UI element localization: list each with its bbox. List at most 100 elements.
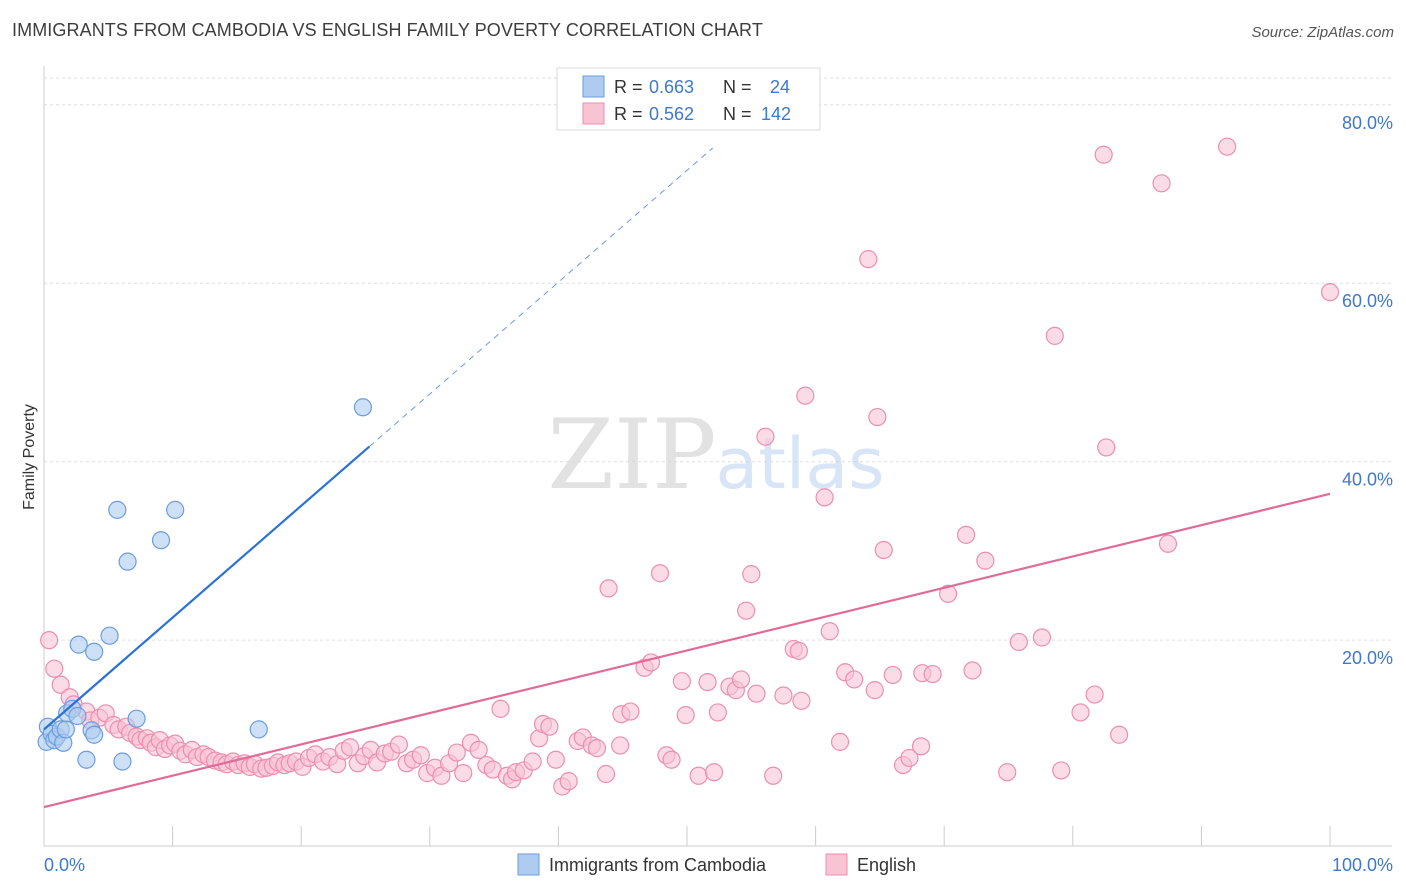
english-point <box>540 717 559 736</box>
english-point <box>704 763 724 782</box>
stats-legend: R = 0.663 N = 24 R = 0.562 N = 142 <box>556 67 821 131</box>
english-point <box>389 735 409 754</box>
english-point <box>874 540 893 560</box>
stats-r-value-cambodia: 0.663 <box>649 77 694 97</box>
english-point <box>1109 725 1129 744</box>
english-point <box>1218 137 1237 156</box>
english-point <box>859 250 878 269</box>
watermark: ZIP atlas <box>547 399 884 511</box>
tick-labels: 20.0% 40.0% 60.0% 80.0% 0.0% 100.0% <box>44 113 1393 875</box>
watermark-zip: ZIP <box>547 399 716 511</box>
english-point <box>708 703 727 722</box>
cambodia-point <box>69 635 88 654</box>
trend-lines <box>43 147 1331 809</box>
english-point <box>1071 703 1090 722</box>
x-tick-label: 0.0% <box>44 855 85 875</box>
chart-title: IMMIGRANTS FROM CAMBODIA VS ENGLISH FAMI… <box>12 20 763 40</box>
stats-r-label: R = <box>614 77 643 97</box>
cambodia-point <box>118 552 137 571</box>
watermark-atlas: atlas <box>715 423 884 505</box>
english-point <box>469 740 488 760</box>
stats-n-value-english: 142 <box>761 104 791 124</box>
english-point <box>676 706 695 725</box>
y-axis-label: Family Poverty <box>21 404 38 510</box>
english-point <box>40 631 59 650</box>
cambodia-point <box>249 720 268 739</box>
english-point <box>742 565 761 584</box>
english-point <box>1097 438 1116 457</box>
y-tick-label: 60.0% <box>1342 291 1393 311</box>
english-point <box>1320 283 1340 302</box>
english-point <box>747 684 766 703</box>
english-point <box>650 564 670 583</box>
english-point <box>587 739 607 758</box>
y-tick-label: 80.0% <box>1342 113 1393 133</box>
english-point <box>689 766 708 785</box>
english-point <box>845 670 864 689</box>
english-point <box>1052 761 1071 780</box>
english-point <box>865 681 884 700</box>
english-point <box>523 752 542 771</box>
english-point <box>662 750 681 769</box>
legend-swatch-english <box>825 853 848 876</box>
english-point <box>1152 174 1171 193</box>
source-label: Source: ZipAtlas.com <box>1251 24 1394 41</box>
y-tick-label: 40.0% <box>1342 470 1393 490</box>
bottom-legend: Immigrants from Cambodia English <box>517 853 916 876</box>
stats-r-label: R = <box>614 104 643 124</box>
legend-label-cambodia: Immigrants from Cambodia <box>549 855 767 875</box>
cambodia-point <box>68 706 87 726</box>
stats-n-label: N = <box>723 77 752 97</box>
legend-label-english: English <box>857 855 916 875</box>
english-point <box>883 665 902 685</box>
stats-r-value-english: 0.562 <box>649 104 694 124</box>
english-point <box>621 702 640 721</box>
y-tick-label: 20.0% <box>1342 648 1393 668</box>
cambodia-point <box>85 725 104 744</box>
cambodia-point <box>353 398 373 417</box>
english-point <box>1045 326 1064 345</box>
english-point <box>911 737 931 756</box>
cambodia-point <box>77 750 96 769</box>
english-point <box>792 691 811 710</box>
english-point <box>938 584 958 603</box>
cambodia-point <box>113 752 132 771</box>
english-point <box>599 579 618 598</box>
cambodia-point <box>166 500 185 519</box>
english-point <box>447 743 466 762</box>
english-point <box>1009 632 1028 652</box>
cambodia-point <box>56 720 75 739</box>
english-point <box>45 659 64 678</box>
cambodia-point <box>108 500 127 519</box>
english-point <box>998 763 1017 782</box>
cambodia-trend-line <box>43 445 371 731</box>
cambodia-point <box>151 531 171 550</box>
english-point <box>546 750 565 769</box>
stats-n-value-cambodia: 24 <box>770 77 790 97</box>
stats-n-label: N = <box>723 104 752 124</box>
axes <box>43 66 1392 847</box>
english-point <box>976 551 995 570</box>
stats-swatch-english <box>582 102 605 125</box>
english-point <box>1158 534 1178 553</box>
english-point <box>672 672 691 691</box>
cambodia-point <box>127 709 146 728</box>
english-point <box>868 407 887 427</box>
stats-swatch-cambodia <box>582 75 605 98</box>
english-trend-line <box>43 492 1331 809</box>
english-point <box>611 736 630 755</box>
english-point <box>491 699 510 718</box>
legend-swatch-cambodia <box>517 853 540 876</box>
english-point <box>1032 628 1052 647</box>
english-point <box>789 641 808 660</box>
english-point <box>756 427 775 446</box>
cambodia-point <box>100 626 119 645</box>
english-point <box>731 670 751 689</box>
english-point <box>923 664 942 684</box>
english-point <box>411 746 430 765</box>
english-point <box>641 653 661 672</box>
english-point <box>774 686 793 705</box>
english-point <box>340 738 360 757</box>
english-point <box>596 764 616 784</box>
